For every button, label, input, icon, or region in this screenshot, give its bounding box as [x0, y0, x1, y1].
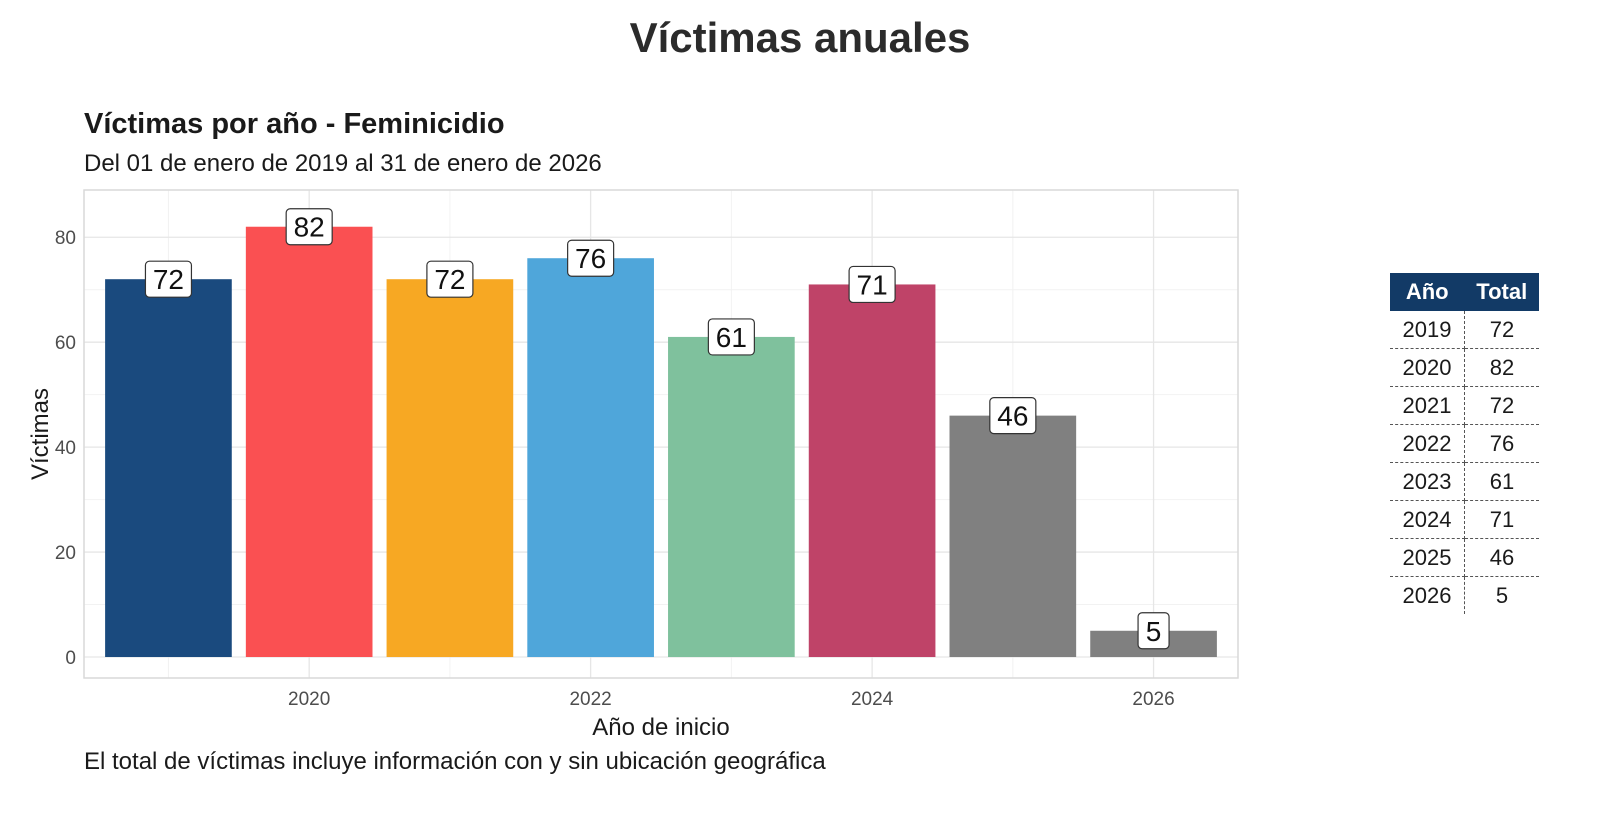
bar-2021	[386, 279, 514, 658]
data-label-box	[426, 260, 474, 298]
data-label-layer: 72 82 72 76 61 71 46 5	[144, 208, 1170, 650]
data-label: 46	[997, 401, 1028, 432]
bar-layer	[105, 226, 1217, 658]
table-cell-total: 71	[1464, 500, 1539, 539]
page-title: Víctimas anuales	[629, 14, 971, 61]
table-cell-total: 76	[1464, 424, 1539, 463]
y-tick-label: 60	[55, 333, 76, 354]
table-cell-year: 2022	[1390, 424, 1465, 463]
data-label-box	[989, 397, 1037, 435]
data-label: 72	[153, 264, 184, 295]
panel-border	[83, 189, 1239, 679]
chart-subtitle: Del 01 de enero de 2019 al 31 de enero d…	[84, 150, 602, 177]
table-cell-total: 46	[1464, 538, 1539, 577]
x-tick-label: 2020	[288, 689, 330, 710]
bar-2022	[527, 258, 654, 658]
y-tick-label: 20	[55, 543, 76, 564]
table-header-total: Total	[1464, 273, 1539, 311]
table-cell-total: 61	[1464, 462, 1539, 501]
data-label: 71	[857, 269, 888, 300]
y-axis-title: Víctimas	[27, 388, 54, 480]
bar-2024	[808, 284, 936, 658]
data-label: 82	[294, 212, 325, 243]
x-axis-title: Año de inicio	[592, 714, 729, 741]
data-label: 5	[1146, 616, 1162, 647]
data-label-box	[144, 260, 193, 298]
y-tick-label: 0	[65, 648, 76, 669]
summary-table: Año Total 2019 72 2020 82 2021 72 2022 76 2023 61…	[1390, 273, 1539, 614]
data-label-box	[707, 318, 755, 356]
data-label: 61	[716, 322, 747, 353]
table-row: 2024 71	[1390, 500, 1539, 539]
table-row: 2019 72	[1390, 311, 1539, 349]
data-label-box	[285, 208, 333, 246]
table-body: 2019 72 2020 82 2021 72 2022 76 2023 61 2024 71 2025…	[1390, 311, 1539, 614]
table-row: 2026 5	[1390, 576, 1539, 614]
data-label-box	[567, 239, 615, 277]
y-tick-label: 80	[55, 228, 76, 249]
table-cell-total: 72	[1464, 311, 1539, 349]
table-cell-year: 2023	[1390, 462, 1465, 501]
table-cell-total: 5	[1495, 582, 1509, 608]
data-label: 76	[575, 243, 606, 274]
bar-2019	[105, 279, 232, 658]
data-label-box	[848, 265, 896, 304]
bar-2020	[245, 226, 373, 658]
x-tick-label: 2022	[569, 689, 611, 710]
table-cell-year: 2025	[1390, 538, 1465, 577]
table-cell-total: 82	[1464, 348, 1539, 387]
chart-title: Víctimas por año - Feminicidio	[84, 108, 505, 140]
table-row: 2021 72	[1390, 386, 1539, 425]
table-header-row: Año Total	[1390, 273, 1539, 311]
chart-caption: El total de víctimas incluye información…	[84, 748, 826, 775]
table-cell-total: 72	[1464, 386, 1539, 425]
table-cell-year: 2024	[1390, 500, 1465, 539]
table-cell-year: 2021	[1390, 386, 1465, 425]
data-label: 72	[434, 264, 465, 295]
bar-2023	[668, 336, 795, 658]
table-row: 2025 46	[1390, 538, 1539, 577]
table-row: 2023 61	[1390, 462, 1539, 501]
table-cell-year: 2026	[1390, 576, 1465, 614]
y-tick-label: 40	[55, 438, 76, 459]
table-row: 2020 82	[1390, 348, 1539, 387]
table-cell-year: 2020	[1390, 348, 1465, 387]
axis-layer: 0 20 40 60 80 2020 2022 2024 2026	[55, 228, 1175, 710]
table-row: 2022 76	[1390, 424, 1539, 463]
x-tick-label: 2026	[1132, 689, 1174, 710]
table-header-year: Año	[1390, 273, 1465, 311]
data-label-box	[1137, 612, 1170, 650]
x-tick-label: 2024	[851, 689, 894, 710]
bar-2025	[949, 415, 1077, 658]
table-cell-year: 2019	[1390, 311, 1465, 349]
